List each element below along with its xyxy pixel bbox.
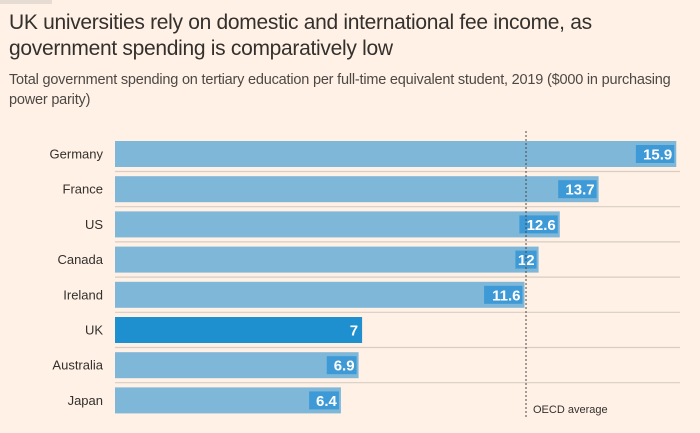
value-label: 12.6 [527,217,556,234]
category-label: UK [85,323,103,338]
category-label: Canada [57,252,103,267]
category-label: Ireland [63,287,103,302]
bar-ireland [115,281,525,308]
value-label: 15.9 [643,147,672,164]
value-label-bg [326,356,357,375]
category-label: Germany [50,147,104,162]
chart-title: UK universities rely on domestic and int… [9,11,592,60]
bar-japan [115,387,341,414]
category-label: Australia [52,358,103,373]
chart-subtitle: Total government spending on tertiary ed… [9,72,671,108]
bar-australia [115,352,359,379]
top-accent-bar [0,0,52,4]
value-label: 7 [350,323,358,340]
value-label: 6.4 [316,393,338,410]
value-label-bg [519,215,558,234]
bar-canada [115,246,539,273]
bar-us [115,211,560,238]
value-label-bg [635,145,675,163]
value-label-bg [484,285,523,304]
value-label-bg [558,180,597,199]
bar-germany [115,141,677,167]
value-label: 6.9 [334,358,355,375]
bar-uk [115,317,363,343]
value-label-bg [309,391,339,410]
value-label: 11.6 [492,287,520,304]
category-label: US [85,217,103,232]
category-label: Japan [68,393,103,408]
oecd-average-label: OECD average [533,404,608,416]
category-label: France [63,182,103,197]
value-label: 13.7 [565,182,594,199]
bar-france [115,176,599,203]
